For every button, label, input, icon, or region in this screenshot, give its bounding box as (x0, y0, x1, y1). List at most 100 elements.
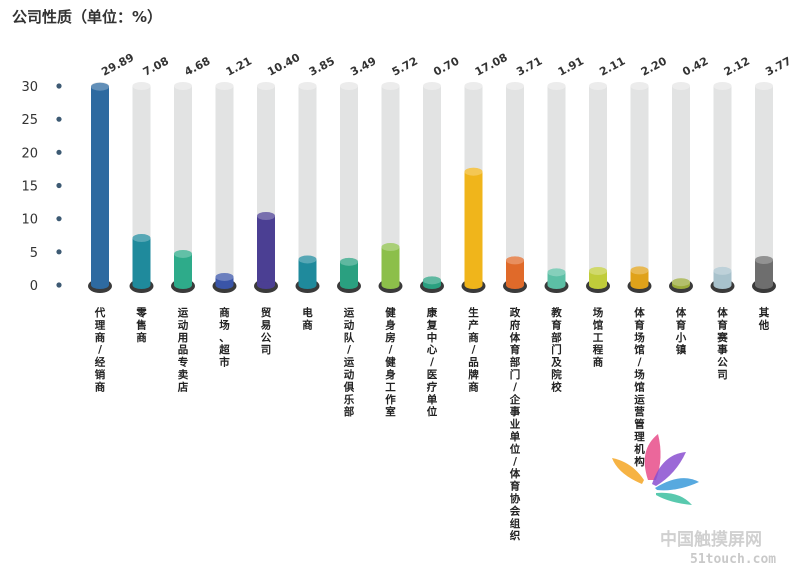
bar-fill-cap (174, 249, 192, 258)
bar-track-cap (257, 82, 275, 90)
bar-cap-highlight (174, 249, 192, 258)
chart-title: 公司性质（单位：%） (12, 8, 162, 26)
bar-fill-cap (755, 255, 773, 264)
bar-track (589, 86, 607, 285)
value-labels: 29.89 7.08 4.68 1.21 10.40 3.85 3.49 5.72 0.70 17… (99, 51, 793, 79)
bar-cap-highlight (547, 268, 566, 277)
bar-cap-highlight (755, 255, 773, 264)
category-label: 政府体育部门/企事业单位/体育协会组织 (509, 306, 521, 542)
category-label: 场馆工程商 (593, 306, 604, 369)
bar-10 (503, 82, 527, 293)
bar-fill-cap (298, 255, 317, 264)
bar-track-cap (713, 82, 732, 90)
bar-16 (752, 82, 776, 293)
value-label: 3.77 (763, 54, 793, 78)
bar-2 (171, 82, 195, 293)
category-label: 康复中心/医疗单位 (426, 306, 438, 418)
category-label: 健身房/健身工作室 (385, 306, 396, 418)
bar-fill-bottom (91, 281, 109, 289)
bar-cap-highlight (630, 266, 649, 275)
bar-fill-cap (423, 276, 441, 285)
bar-fill-cap (630, 266, 649, 275)
bar-fill (381, 247, 400, 285)
bar-fill (215, 276, 234, 285)
value-label: 5.72 (390, 54, 420, 78)
y-tick-label: 20 (21, 146, 38, 161)
bar-fill-bottom (506, 281, 524, 289)
value-label: 7.08 (141, 54, 171, 78)
value-label: 3.85 (307, 54, 337, 78)
bar-8 (420, 82, 444, 293)
bar-track (713, 86, 732, 285)
bar-fill (132, 238, 151, 285)
y-tick-marker (56, 116, 62, 122)
bar-fill (713, 270, 732, 285)
bar-cap-highlight (589, 267, 607, 276)
bar-fill (174, 253, 192, 285)
bar-3 (212, 82, 237, 293)
bar-track-cap (174, 82, 192, 90)
bar-cap-highlight (257, 212, 275, 221)
bar-track-cap (755, 82, 773, 90)
bar-11 (544, 82, 569, 293)
bar-fill-bottom (340, 281, 358, 289)
bar-cap-highlight (298, 255, 317, 264)
bar-cap-highlight (381, 243, 400, 252)
category-label: 贸易公司 (261, 306, 272, 356)
bar-fill-bottom (257, 281, 275, 289)
y-tick-marker (56, 182, 62, 189)
category-label: 其他 (758, 306, 770, 331)
bar-fill-bottom (464, 281, 483, 289)
category-labels: 代理商/经销商 零售商 运动用品专卖店 商场、超市 贸易公司 电商 运动队/运动俱乐部 健身房… (94, 306, 770, 542)
bar-6 (337, 82, 361, 293)
bar-fill (589, 271, 607, 285)
category-label: 商场、超市 (218, 306, 230, 369)
bar-fill-bottom (174, 281, 192, 289)
bar-7 (378, 82, 403, 293)
bar-track-cap (132, 82, 151, 90)
bar-series (88, 82, 776, 293)
bar-fill-cap (672, 278, 690, 287)
bar-fill-bottom (755, 281, 773, 289)
y-axis: 0 5 10 15 20 25 30 (21, 80, 62, 294)
bar-12 (586, 82, 610, 293)
bar-track (381, 86, 400, 285)
watermark-url: 51touch.com (690, 552, 776, 567)
y-tick-label: 10 (21, 213, 38, 228)
bar-fill (630, 270, 649, 285)
bar-14 (669, 82, 693, 293)
bar-track (630, 86, 649, 285)
bar-9 (461, 82, 486, 293)
bar-fill-cap (713, 266, 732, 275)
value-label: 0.70 (431, 54, 461, 78)
category-label: 运动队/运动俱乐部 (343, 307, 355, 418)
category-label: 运动用品专卖店 (177, 307, 189, 393)
value-label: 29.89 (99, 51, 136, 79)
y-tick-label: 5 (30, 246, 38, 261)
bar-track-cap (298, 82, 317, 90)
y-tick-label: 0 (30, 279, 38, 294)
bar-fill-cap (91, 82, 109, 91)
category-label: 体育场馆/场馆运营管理机构 (634, 306, 645, 468)
value-label: 4.68 (182, 54, 212, 78)
bar-fill-cap (589, 267, 607, 276)
bar-1 (129, 82, 154, 293)
bar-track (174, 86, 192, 285)
bar-cap-highlight (423, 276, 441, 285)
bar-fill-bottom (215, 281, 234, 289)
bar-track-cap (672, 82, 690, 90)
bar-cap-highlight (672, 278, 690, 287)
bar-fill-cap (506, 256, 524, 265)
y-tick-marker (56, 149, 62, 155)
value-label: 10.40 (265, 51, 302, 79)
value-label: 3.49 (348, 54, 378, 78)
bar-track-cap (215, 82, 234, 90)
bar-fill-bottom (381, 281, 400, 289)
bar-fill-bottom (132, 281, 151, 289)
bar-fill-cap (340, 257, 358, 266)
bar-cap-highlight (91, 82, 109, 91)
bar-fill (257, 216, 275, 285)
bar-fill-cap (132, 234, 151, 243)
bar-fill-bottom (630, 281, 649, 289)
y-tick-marker (56, 282, 62, 288)
